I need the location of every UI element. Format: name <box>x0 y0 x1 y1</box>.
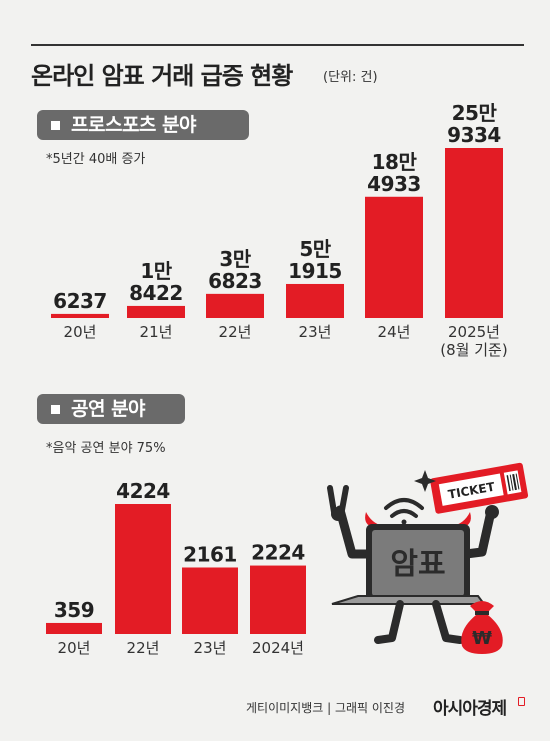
ticket-icon: TICKET <box>430 462 529 514</box>
sports-category-label-5: 24년 <box>378 323 411 341</box>
sports-bar-3 <box>206 293 264 318</box>
performance-category-label-1: 20년 <box>58 639 91 657</box>
section-performance-label: 공연 분야 <box>71 398 146 420</box>
sports-value-label-6-line-1: 25만 <box>452 101 498 125</box>
source-credit: 게티이미지뱅크 | 그래픽 이진경 <box>246 701 406 715</box>
sports-value-label-1: 6237 <box>53 289 107 313</box>
sports-category-label-2: 21년 <box>140 323 173 341</box>
performance-value-label-3: 2161 <box>183 542 237 566</box>
sports-bar-1 <box>51 313 109 318</box>
performance-category-label-4: 2024년 <box>252 639 304 657</box>
sports-value-label-4-line-1: 5만 <box>299 237 331 261</box>
wifi-icon <box>384 498 424 525</box>
sports-category-label-6-line-2: (8월 기준) <box>440 341 507 359</box>
sports-value-label-6-line-2: 9334 <box>447 123 501 147</box>
performance-bar-1 <box>46 622 102 634</box>
performance-bar-2 <box>115 504 171 634</box>
performance-value-label-2: 4224 <box>116 479 170 503</box>
page-title: 온라인 암표 거래 급증 현황 <box>31 62 293 90</box>
performance-bar-4 <box>250 565 306 634</box>
horn-left <box>365 512 384 528</box>
sports-bar-6 <box>445 148 503 318</box>
sports-value-label-2-line-2: 8422 <box>129 281 183 305</box>
won-symbol: ₩ <box>472 628 492 649</box>
sparkle-icon <box>414 470 436 492</box>
sports-value-label-5-line-2: 4933 <box>367 172 421 196</box>
left-arm <box>335 505 377 559</box>
sports-value-label-5-line-1: 18만 <box>372 150 418 174</box>
section-sports-label: 프로스포츠 분야 <box>71 114 196 136</box>
unit-label: (단위: 건) <box>323 70 378 85</box>
laptop-base <box>331 595 486 605</box>
bullet-square-icon <box>51 121 60 130</box>
v-hand-icon <box>327 485 349 515</box>
performance-value-label-4: 2224 <box>251 541 305 565</box>
brand-logo: 아시아경제 <box>433 699 507 719</box>
sports-value-label-4-line-2: 1915 <box>288 259 342 283</box>
sports-category-label-4: 23년 <box>299 323 332 341</box>
right-arm <box>461 511 495 559</box>
screen-text: 암표 <box>390 547 445 582</box>
performance-category-label-2: 22년 <box>127 639 160 657</box>
horn-right <box>452 512 471 528</box>
sports-value-label-2-line-1: 1만 <box>140 259 172 283</box>
top-rule <box>31 44 524 46</box>
legs <box>374 600 464 644</box>
performance-bar-3 <box>182 567 238 634</box>
performance-value-label-1: 359 <box>54 598 94 622</box>
sports-category-label-3: 22년 <box>219 323 252 341</box>
ticket-scalper-illustration: TICKET 암표 ₩ <box>327 462 529 654</box>
money-bag-icon: ₩ <box>461 601 503 654</box>
section-performance-note: *음악 공연 분야 75% <box>46 441 166 456</box>
sports-category-label-1: 20년 <box>64 323 97 341</box>
section-sports-pill: 프로스포츠 분야 <box>37 110 249 140</box>
sports-value-label-3-line-1: 3만 <box>219 247 251 271</box>
performance-category-label-3: 23년 <box>194 639 227 657</box>
sports-bar-4 <box>286 283 344 318</box>
performance-bar-chart: 359 20년 4224 22년 2161 23년 2224 2024년 <box>46 479 306 657</box>
brand-mark-icon <box>518 697 525 706</box>
sports-bar-5 <box>365 196 423 318</box>
bullet-square-icon <box>51 405 60 414</box>
section-sports-note: *5년간 40배 증가 <box>46 152 146 167</box>
sports-category-label-6-line-1: 2025년 <box>448 323 500 341</box>
sports-bar-2 <box>127 305 185 318</box>
section-performance-pill: 공연 분야 <box>37 394 185 424</box>
sports-value-label-3-line-2: 6823 <box>208 269 262 293</box>
